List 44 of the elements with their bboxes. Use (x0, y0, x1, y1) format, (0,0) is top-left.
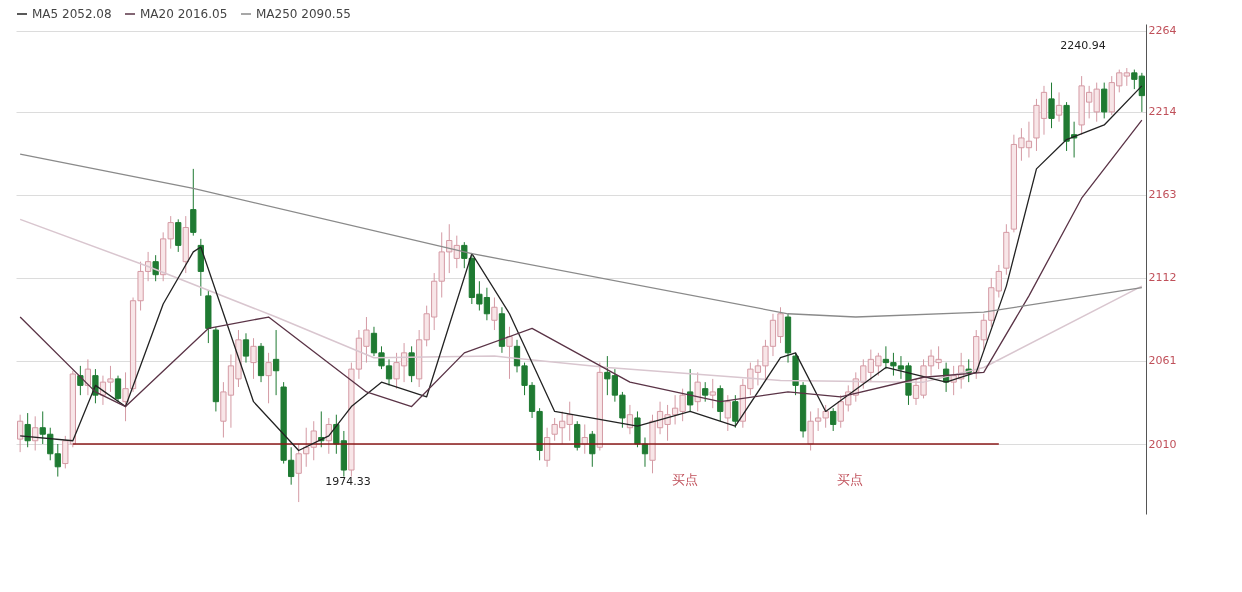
candlestick (581, 423, 588, 455)
candlestick (1101, 82, 1108, 119)
candlestick (190, 168, 197, 237)
candlestick (408, 345, 415, 383)
candlestick (687, 368, 694, 412)
y-tick-label: 2163 (1148, 188, 1177, 202)
candlestick (830, 407, 837, 432)
candlestick (1055, 91, 1063, 123)
candlestick (175, 218, 182, 253)
y-tick-label: 2214 (1148, 105, 1177, 119)
line-series (19, 153, 1143, 318)
candlestick (709, 378, 716, 409)
candlestick (24, 412, 31, 448)
candlestick (77, 365, 84, 396)
y-tick-label: 2061 (1148, 354, 1177, 368)
candlestick (265, 352, 272, 404)
annotation: 1974.33 (325, 475, 371, 488)
candlestick (17, 414, 24, 453)
candlestick (114, 375, 122, 403)
annotation: 2240.94 (1060, 39, 1106, 52)
candlestick (506, 326, 513, 380)
y-tick-label: 2112 (1148, 271, 1177, 285)
candlestick (717, 384, 724, 422)
candlestick (589, 430, 596, 468)
line-series (19, 218, 1143, 383)
candlestick (732, 394, 739, 429)
candlestick (84, 358, 92, 396)
candlestick (152, 254, 159, 282)
annotation: 买点 (837, 472, 864, 487)
legend-label: MA20 2016.05 (140, 7, 228, 21)
candlestick (574, 420, 581, 452)
y-tick-label: 2264 (1148, 24, 1177, 38)
candlestick (702, 381, 709, 403)
candlestick (272, 329, 280, 396)
candlestick (1048, 82, 1055, 129)
candlestick (250, 337, 257, 380)
annotation: 买点 (671, 472, 698, 487)
candlestick (491, 296, 498, 331)
candlestick (724, 394, 731, 432)
candlestick (694, 371, 701, 412)
legend-label: MA250 2090.55 (256, 7, 351, 21)
legend-label: MA5 2052.08 (32, 7, 112, 21)
candlestick (242, 332, 250, 364)
y-tick-label: 2010 (1148, 437, 1177, 451)
